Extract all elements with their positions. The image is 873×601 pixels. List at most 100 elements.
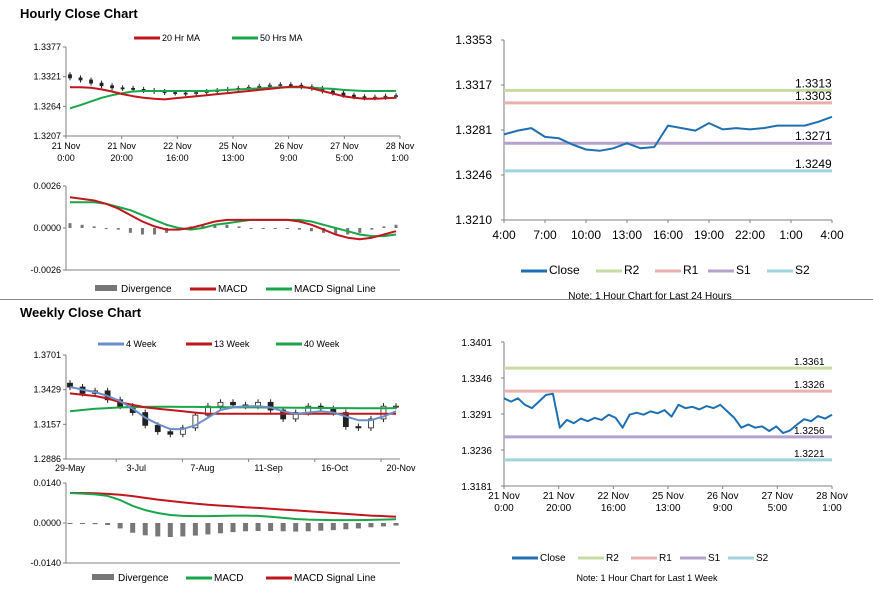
hourly-price-xtick-label: 21 Nov <box>107 141 136 151</box>
weekly-macd-divergence-bar <box>330 523 336 531</box>
hourly-macd-divergence-bar <box>128 228 132 233</box>
hourly-price-xtick-label: 0:00 <box>57 153 75 163</box>
hourly-macd-divergence-bar <box>249 228 253 229</box>
weekly-levels-close-line <box>503 392 833 434</box>
hourly-levels-legend-label: S1 <box>736 263 751 277</box>
weekly-levels-xtick-label: 21 Nov <box>543 491 575 502</box>
hourly-price-xtick-label: 21 Nov <box>52 141 81 151</box>
hourly-price-candle-body <box>78 77 83 81</box>
hourly-macd-divergence-bar <box>92 226 96 228</box>
hourly-macd-divergence-bar <box>358 228 362 233</box>
weekly-price-candle-body <box>368 418 374 429</box>
hourly-price-candle-body <box>352 94 356 98</box>
weekly-macd-divergence-bar <box>243 523 249 532</box>
weekly-macd-divergence-bar <box>67 523 73 524</box>
hourly-price-xtick-label: 5:00 <box>336 153 354 163</box>
weekly-macd-divergence-bar <box>318 523 324 531</box>
weekly-levels-xtick-label: 5:00 <box>768 503 788 514</box>
weekly-price-candle-body <box>154 424 161 433</box>
weekly-macd-divergence-bar <box>80 523 86 524</box>
weekly-price-candle-body <box>380 405 387 420</box>
weekly-levels-ytick-label: 1.3291 <box>461 410 492 421</box>
hourly-price-candle-body <box>383 95 388 98</box>
weekly-macd-ytick-label: -0.0140 <box>30 558 61 568</box>
weekly-levels-ytick-label: 1.3401 <box>461 338 492 349</box>
hourly-macd-divergence-bar <box>370 228 374 230</box>
weekly-macd-divergence-bar <box>180 523 186 537</box>
hourly-macd-divergence-bar <box>297 228 301 230</box>
hourly-price-legend-label: 20 Hr MA <box>162 33 200 43</box>
hourly-price-xtick-label: 22 Nov <box>163 141 192 151</box>
weekly-levels-xtick-label: 9:00 <box>713 503 733 514</box>
weekly-levels-s1-label: 1.3256 <box>794 426 825 437</box>
hourly-price-candle-body <box>362 96 367 99</box>
hourly-levels-legend-label: S2 <box>795 263 810 277</box>
weekly-macd-divergence-bar <box>92 523 98 525</box>
hourly-price-ytick-label: 1.3321 <box>33 72 61 82</box>
weekly-price-candle-body <box>292 412 299 420</box>
weekly-levels-ytick-label: 1.3346 <box>461 374 492 385</box>
hourly-macd-divergence-bar <box>213 224 217 228</box>
hourly-price-candle-body <box>288 84 293 87</box>
weekly-macd-divergence-bar <box>255 523 261 531</box>
weekly-levels-legend-label: R1 <box>659 553 672 564</box>
weekly-macd-legend-label: MACD Signal Line <box>294 573 376 584</box>
weekly-macd-divergence-bar <box>368 523 374 528</box>
hourly-price-candle-body <box>99 82 104 87</box>
hourly-macd-legend-label: MACD <box>218 284 247 295</box>
hourly-macd-legend-label: MACD Signal Line <box>294 284 376 295</box>
weekly-price-legend-label: 13 Week <box>214 339 250 349</box>
hourly-price-candle-body <box>257 85 262 88</box>
hourly-levels-legend-label: R2 <box>624 263 640 277</box>
weekly-price-xtick-label: 7-Aug <box>190 463 214 473</box>
hourly-levels-xtick-label: 13:00 <box>612 228 642 242</box>
hourly-macd-divergence-bar <box>153 228 157 235</box>
weekly-price-candle-body <box>217 401 224 407</box>
weekly-price-candle-body <box>355 426 362 429</box>
weekly-macd-divergence-bar <box>142 523 148 536</box>
hourly-price-ma20-line <box>70 85 397 101</box>
weekly-levels-legend-label: S2 <box>756 553 769 564</box>
hourly-price-candle-body <box>278 84 283 87</box>
weekly-levels-r1-label: 1.3326 <box>794 380 825 391</box>
hourly-levels-r1-label: 1.3303 <box>795 89 832 103</box>
weekly-price-candle-body <box>192 414 199 429</box>
hourly-levels-xtick-label: 19:00 <box>694 228 724 242</box>
weekly-price-ytick-label: 1.2886 <box>33 454 61 464</box>
hourly-macd-divergence-bar <box>80 224 84 228</box>
weekly-levels-legend-label: Close <box>540 553 566 564</box>
weekly-macd-divergence-bar <box>117 523 123 529</box>
weekly-macd-divergence-bar <box>268 523 274 531</box>
weekly-price-candle-body <box>179 427 186 435</box>
weekly-price-xtick-label: 3-Jul <box>126 463 146 473</box>
hourly-macd-divergence-bar <box>225 224 229 228</box>
hourly-levels-ytick-label: 1.3317 <box>455 78 492 92</box>
hourly-price-candle-body <box>394 95 398 98</box>
weekly-levels-legend-label: R2 <box>606 553 619 564</box>
weekly-price-ytick-label: 1.3429 <box>33 385 61 395</box>
hourly-price-xtick-label: 1:00 <box>391 153 409 163</box>
hourly-levels-ytick-label: 1.3353 <box>455 33 492 47</box>
weekly-levels-ytick-label: 1.3236 <box>461 446 492 457</box>
weekly-macd-divergence-bar <box>230 523 236 533</box>
weekly-price-ytick-label: 1.3157 <box>33 419 61 429</box>
weekly-macd-divergence-bar <box>380 523 386 527</box>
weekly-price-candle-body <box>393 405 399 408</box>
weekly-macd-divergence-bar <box>155 523 161 537</box>
hourly-macd-divergence-bar <box>285 228 289 229</box>
hourly-macd-divergence-bar <box>394 224 398 228</box>
hourly-macd-divergence-bar <box>309 228 313 232</box>
weekly-macd-divergence-bar <box>355 523 361 529</box>
weekly-macd-divergence-bar <box>205 523 211 535</box>
hourly-levels-xtick-label: 4:00 <box>492 228 516 242</box>
hourly-price-candle-body <box>110 85 114 89</box>
hourly-levels-legend-label: Close <box>549 263 580 277</box>
weekly-macd-divergence-bar <box>280 523 286 532</box>
hourly-price-legend-label: 50 Hrs MA <box>260 33 303 43</box>
weekly-macd-divergence-bar <box>105 523 111 525</box>
weekly-levels-s2-label: 1.3221 <box>794 449 825 460</box>
weekly-price-xtick-label: 29-May <box>55 463 86 473</box>
section-divider <box>0 299 873 300</box>
hourly-macd-ytick-label: 0.0026 <box>33 181 61 191</box>
weekly-macd-ytick-label: 0.0140 <box>33 478 61 488</box>
